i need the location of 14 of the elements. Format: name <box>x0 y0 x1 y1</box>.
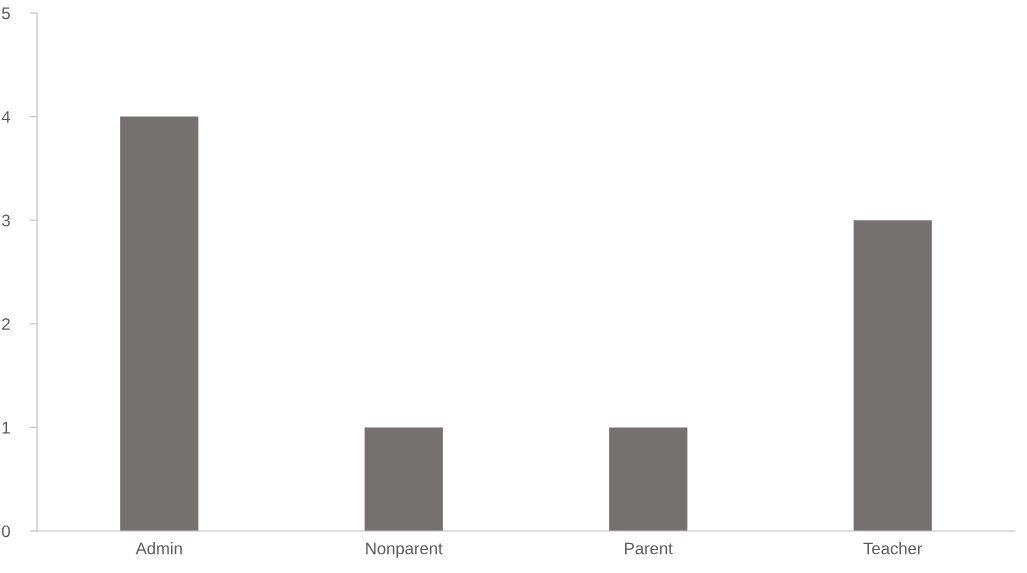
y-tick-label: 0 <box>1 525 10 538</box>
y-tick-label: 3 <box>1 214 10 227</box>
x-tick-label: Nonparent <box>366 542 443 558</box>
y-tick-label: 2 <box>2 318 10 330</box>
x-tick-label: Parent <box>625 542 673 555</box>
y-tick-label: 5 <box>2 7 10 20</box>
bar <box>853 220 932 531</box>
bar <box>120 116 199 531</box>
bar <box>364 427 443 531</box>
x-tick-label: Admin <box>135 542 182 555</box>
y-tick-label: 1 <box>2 421 10 434</box>
y-tick-label: 4 <box>1 111 11 123</box>
x-tick-label: Teacher <box>863 542 923 555</box>
bar <box>609 427 688 531</box>
